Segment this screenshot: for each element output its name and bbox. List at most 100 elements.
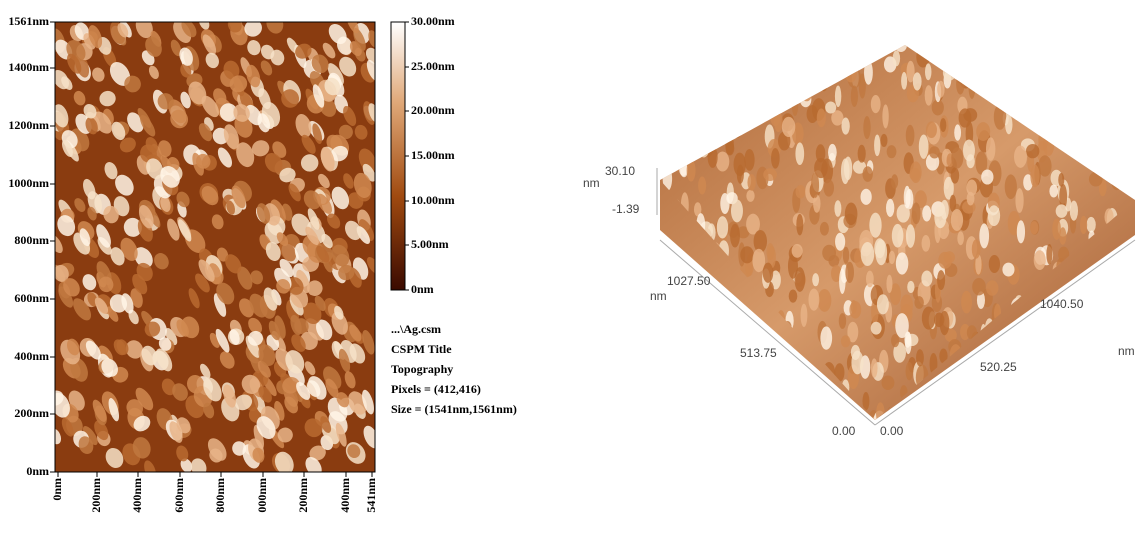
peak (841, 118, 849, 135)
peak (1123, 390, 1134, 408)
peak (792, 96, 798, 116)
peak (913, 72, 922, 90)
peak (792, 244, 803, 258)
peak (1035, 357, 1047, 374)
peak (1049, 185, 1058, 198)
peak (1106, 355, 1115, 369)
peak (864, 60, 873, 84)
peak (687, 144, 695, 163)
peak (845, 203, 858, 226)
peak (877, 294, 889, 314)
peak (1028, 393, 1040, 408)
peak (957, 231, 964, 245)
peak (1000, 381, 1008, 398)
peak (787, 410, 795, 429)
peak (881, 134, 888, 147)
peak (676, 363, 685, 387)
peak (1002, 376, 1013, 398)
peak (1076, 354, 1085, 376)
peak (907, 281, 914, 293)
peak (796, 214, 803, 236)
peak (1119, 373, 1132, 394)
peak (1102, 153, 1112, 178)
peak (704, 387, 715, 409)
peak (916, 349, 924, 366)
peak (724, 61, 732, 81)
peak (1033, 60, 1040, 73)
peak (713, 355, 727, 367)
peak (964, 393, 971, 410)
peak (730, 413, 740, 426)
peak (849, 38, 856, 56)
peak (891, 174, 898, 189)
peak (835, 86, 841, 107)
peak (766, 243, 774, 260)
peak (860, 189, 871, 205)
peak (986, 280, 998, 295)
peak (764, 368, 774, 391)
peak (716, 151, 730, 171)
peak (1083, 131, 1090, 152)
peak (1040, 331, 1053, 349)
peak (680, 51, 688, 75)
surface-label: 0.00 (832, 424, 856, 438)
peak (1079, 359, 1089, 372)
peak (856, 46, 865, 58)
peak (950, 195, 957, 212)
colorbar-label: 25.00nm (411, 59, 455, 73)
peak (1022, 328, 1031, 353)
peak (780, 69, 793, 90)
peak (704, 52, 711, 65)
peak (1003, 99, 1016, 113)
info-line: CSPM Title (391, 342, 452, 356)
peak (939, 412, 948, 434)
peak (904, 186, 911, 209)
peak (1064, 396, 1075, 412)
peak (708, 324, 717, 349)
peak (844, 156, 852, 180)
peak (1096, 288, 1109, 312)
peak (716, 365, 728, 388)
x-tick-label: 200nm (296, 478, 310, 513)
peak (1005, 72, 1019, 85)
colorbar-label: 10.00nm (411, 193, 455, 207)
peak (812, 273, 819, 286)
peak (747, 174, 755, 191)
peak (1112, 85, 1126, 105)
peak (740, 81, 751, 93)
peak (769, 93, 781, 114)
peak (1064, 398, 1073, 419)
peak (862, 43, 876, 59)
peak (1112, 176, 1122, 190)
surface-label: 0.00 (880, 424, 904, 438)
peak (882, 376, 895, 390)
peak (1122, 372, 1131, 397)
peak (929, 146, 940, 158)
peak (1104, 271, 1113, 288)
peak (1093, 381, 1107, 394)
peak (954, 124, 961, 140)
peak (866, 271, 874, 288)
peak (1113, 130, 1121, 143)
peak (976, 122, 990, 141)
peak (721, 62, 729, 79)
peak (886, 275, 892, 293)
peak (789, 290, 798, 303)
colorbar-label: 30.00nm (411, 14, 455, 28)
peak (937, 270, 945, 290)
peak (777, 401, 789, 416)
peak (740, 246, 754, 263)
peak (941, 387, 954, 405)
peak (687, 323, 697, 342)
peak (1129, 293, 1137, 317)
peak (963, 139, 975, 161)
colorbar-label: 5.00nm (411, 237, 449, 251)
peak (1022, 40, 1036, 52)
peak (759, 381, 767, 397)
peak (788, 405, 794, 426)
peak (818, 289, 832, 312)
peak (795, 142, 804, 165)
peak (771, 90, 781, 115)
peak (926, 121, 937, 138)
peak (1038, 130, 1047, 151)
